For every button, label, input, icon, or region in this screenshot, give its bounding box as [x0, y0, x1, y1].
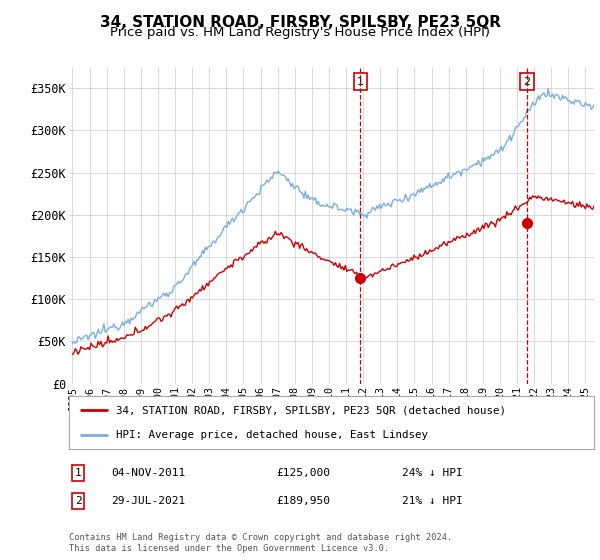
Text: 34, STATION ROAD, FIRSBY, SPILSBY, PE23 5QR: 34, STATION ROAD, FIRSBY, SPILSBY, PE23 … — [100, 15, 500, 30]
Text: 2: 2 — [74, 496, 82, 506]
Text: 24% ↓ HPI: 24% ↓ HPI — [402, 468, 463, 478]
Text: £125,000: £125,000 — [276, 468, 330, 478]
Text: 21% ↓ HPI: 21% ↓ HPI — [402, 496, 463, 506]
Text: Price paid vs. HM Land Registry's House Price Index (HPI): Price paid vs. HM Land Registry's House … — [110, 26, 490, 39]
Text: 2: 2 — [523, 77, 530, 87]
Text: Contains HM Land Registry data © Crown copyright and database right 2024.
This d: Contains HM Land Registry data © Crown c… — [69, 533, 452, 553]
Text: 04-NOV-2011: 04-NOV-2011 — [111, 468, 185, 478]
Text: 1: 1 — [74, 468, 82, 478]
Text: 1: 1 — [357, 77, 364, 87]
Text: HPI: Average price, detached house, East Lindsey: HPI: Average price, detached house, East… — [116, 430, 428, 440]
Text: 34, STATION ROAD, FIRSBY, SPILSBY, PE23 5QR (detached house): 34, STATION ROAD, FIRSBY, SPILSBY, PE23 … — [116, 405, 506, 416]
Text: 29-JUL-2021: 29-JUL-2021 — [111, 496, 185, 506]
Text: £189,950: £189,950 — [276, 496, 330, 506]
